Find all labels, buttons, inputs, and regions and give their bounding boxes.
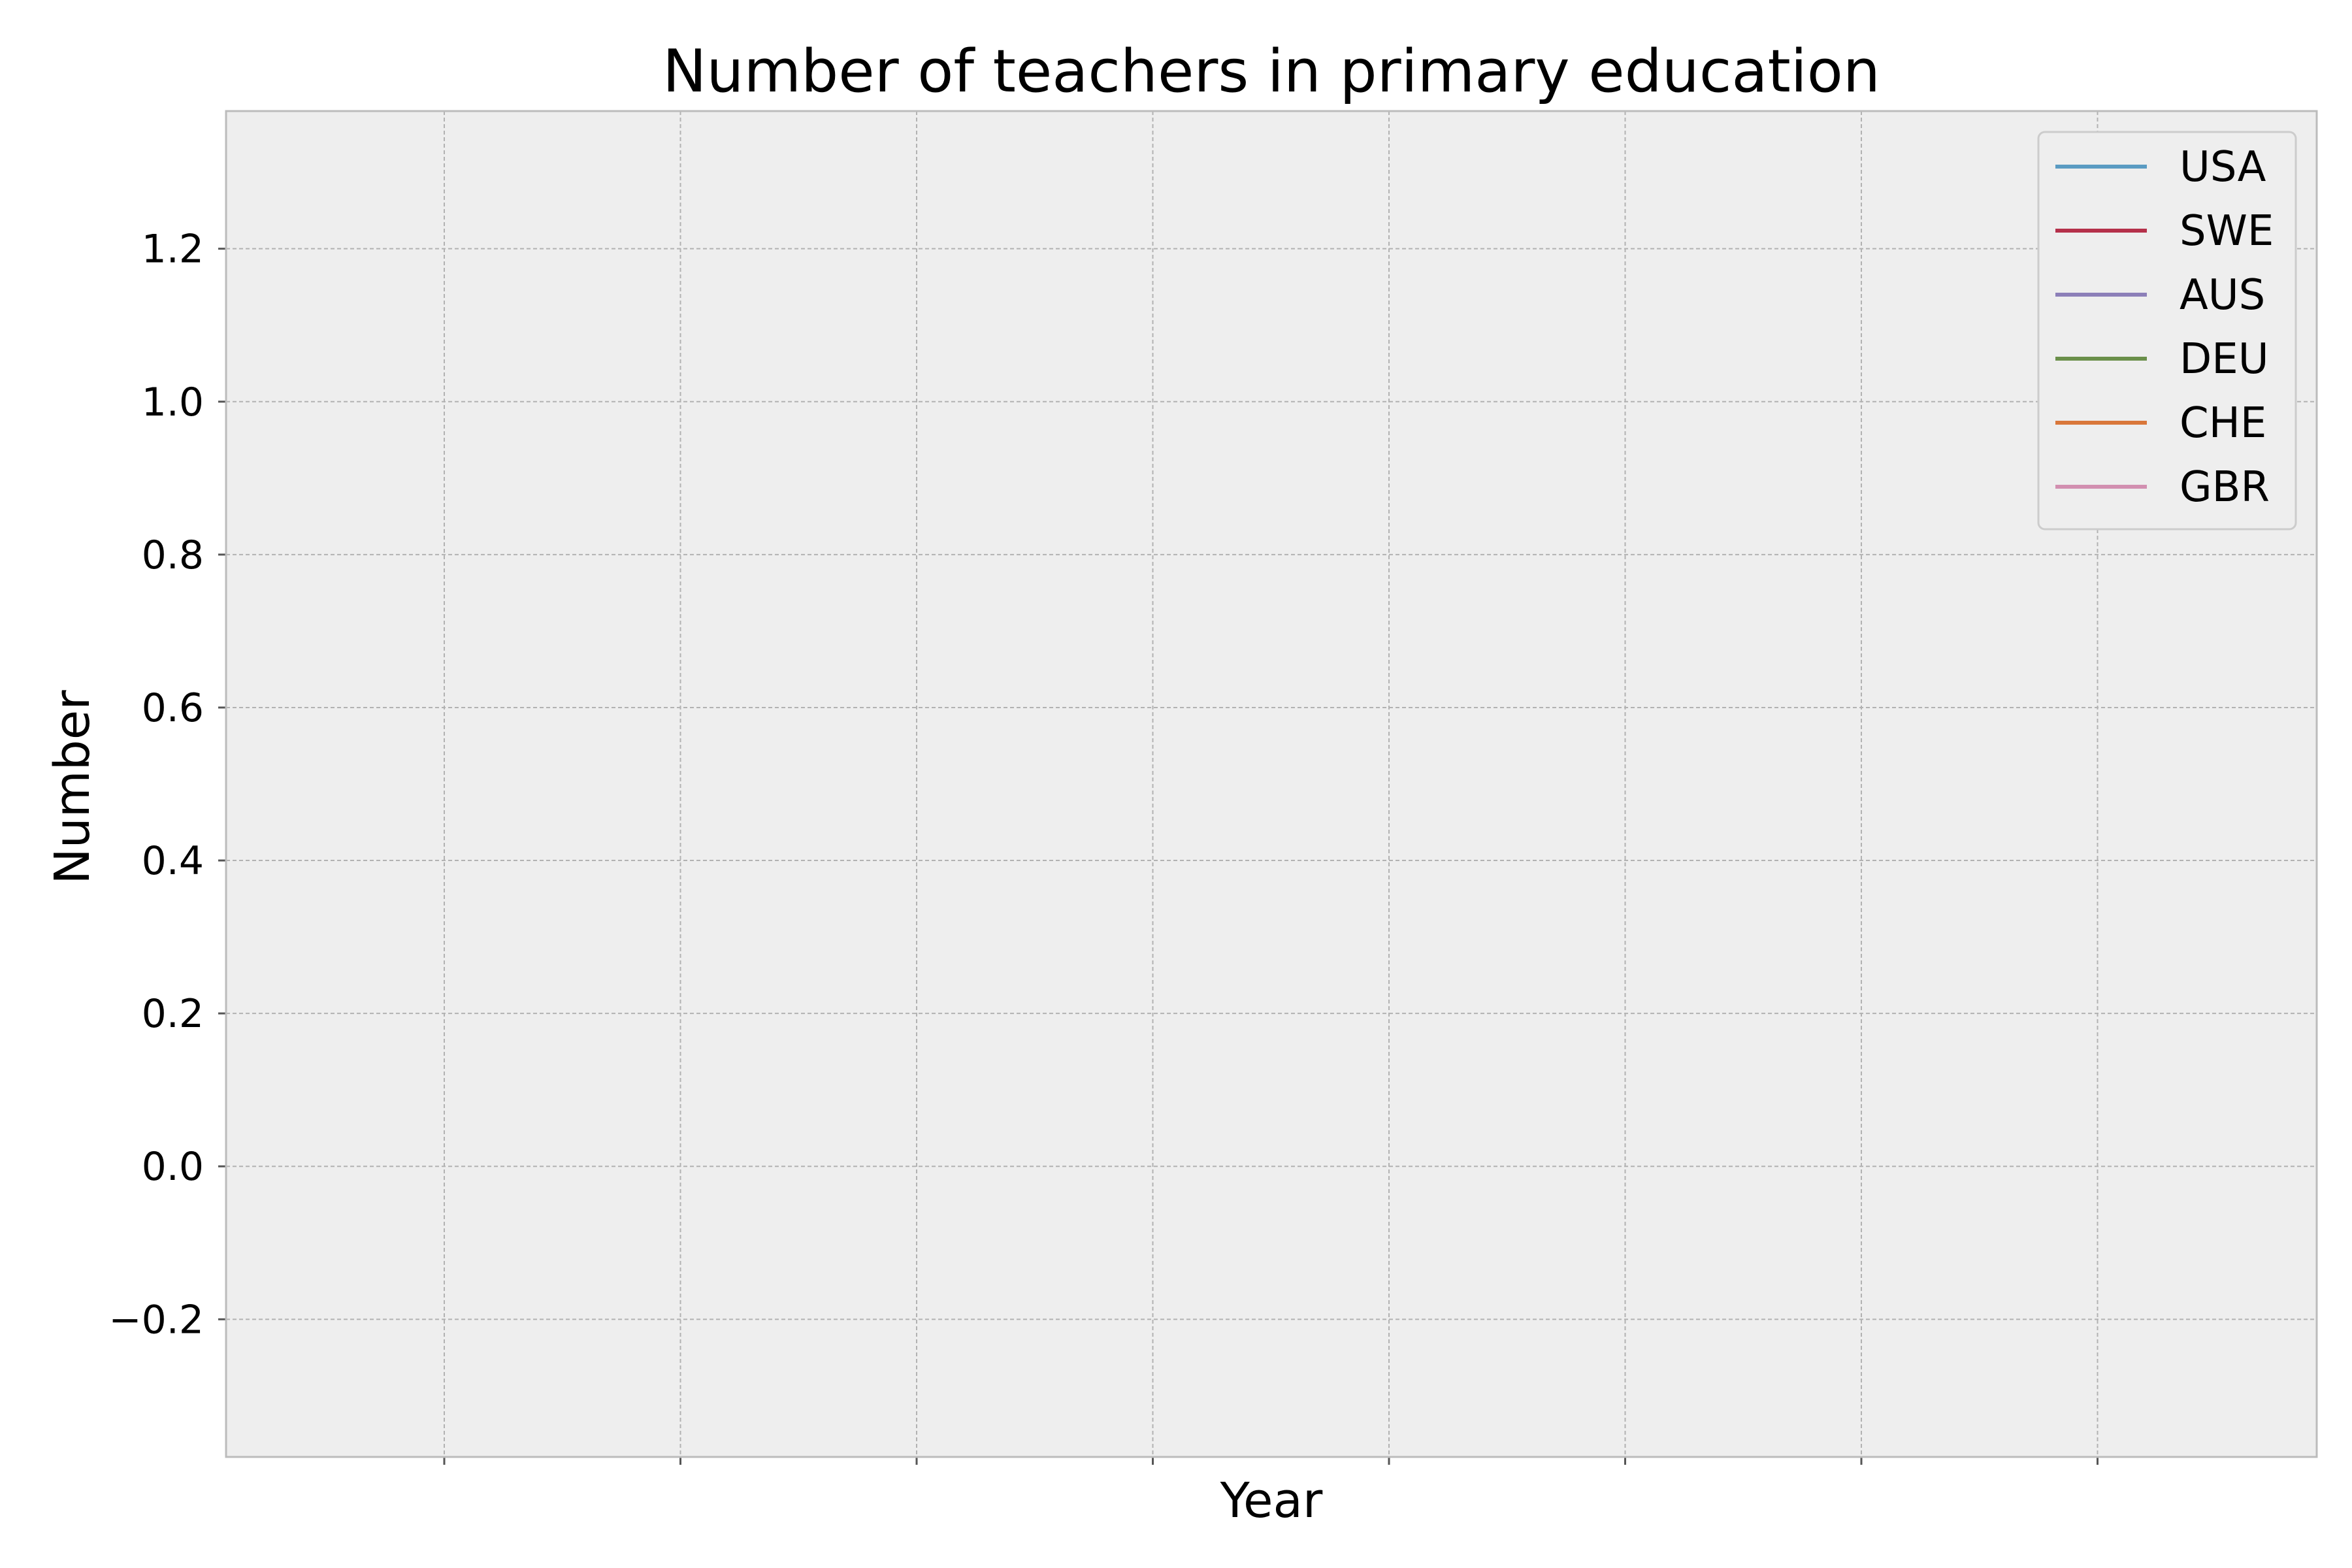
x-axis-label: Year	[1220, 1473, 1323, 1529]
y-tick-label: 1.2	[142, 227, 204, 272]
legend-label-gbr: GBR	[2180, 463, 2270, 512]
legend: USA SWE AUS DEU CHE GBR	[2037, 131, 2297, 531]
y-tick-label: 0.4	[142, 838, 204, 884]
y-axis-ticks: −0.2 0.0 0.2 0.4 0.6 0.8 1.0 1.2	[108, 227, 226, 1343]
chart-title: Number of teachers in primary education	[662, 37, 1880, 106]
legend-label-swe: SWE	[2180, 207, 2274, 255]
x-axis-ticks	[443, 1457, 2099, 1465]
y-axis-label: Number	[44, 690, 101, 885]
legend-label-deu: DEU	[2180, 335, 2269, 384]
legend-label-aus: AUS	[2180, 271, 2265, 319]
plot-area	[226, 111, 2317, 1457]
gridlines	[226, 111, 2317, 1457]
plot-frame	[225, 110, 2318, 1458]
y-tick-label: 0.0	[142, 1144, 204, 1190]
legend-label-che: CHE	[2180, 399, 2266, 448]
y-tick-label: 0.6	[142, 685, 204, 731]
y-tick-label: 0.2	[142, 991, 204, 1037]
y-tick-label: −0.2	[108, 1297, 204, 1343]
legend-label-usa: USA	[2180, 143, 2266, 191]
y-tick-label: 0.8	[142, 532, 204, 578]
y-tick-label: 1.0	[142, 380, 204, 425]
